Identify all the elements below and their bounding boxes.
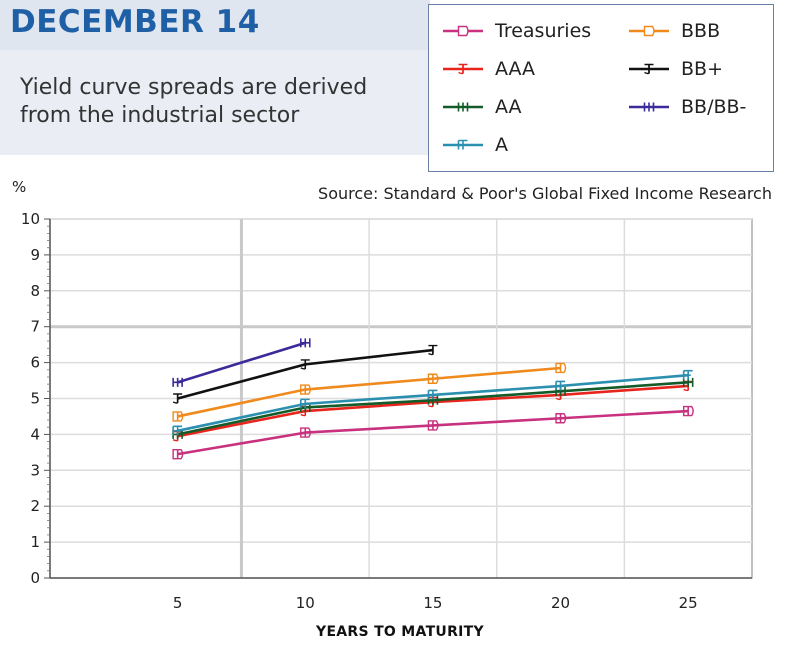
legend-label: AA: [495, 96, 522, 118]
x-tick-label: 20: [551, 594, 570, 612]
y-tick-label: 5: [30, 390, 40, 408]
y-axis-unit: %: [12, 178, 27, 196]
data-point: [172, 448, 184, 460]
data-point: [172, 377, 183, 387]
data-point: [427, 420, 439, 431]
legend-swatch: [629, 63, 669, 75]
x-tick-label: 15: [423, 594, 442, 612]
legend-label: BB+: [681, 58, 723, 80]
series-bbb: [172, 362, 567, 422]
line-chart: 0 1 2 3 4 5 6 7 8 9 10 5 10 15 20 25: [21, 210, 753, 612]
source-note: Source: Standard & Poor's Global Fixed I…: [318, 184, 772, 203]
series-line: [177, 366, 561, 418]
data-point: [299, 338, 311, 348]
legend-swatch: [443, 63, 483, 75]
data-point: [682, 369, 693, 380]
data-point: [300, 359, 310, 370]
x-tick-label: 10: [296, 594, 315, 612]
data-point: [555, 380, 566, 391]
legend-swatch: [629, 25, 669, 37]
series-line: [177, 341, 306, 384]
date-bar: DECEMBER 14: [0, 0, 430, 50]
legend-label: BBB: [681, 20, 721, 42]
y-tick-label: 8: [30, 282, 40, 300]
legend-swatch: [629, 102, 669, 112]
data-point: [427, 373, 439, 384]
data-point: [427, 389, 438, 400]
series-bb-bb: [172, 338, 311, 387]
series-treasuries: [172, 405, 694, 460]
data-point: [555, 413, 567, 424]
legend-swatch: [443, 25, 483, 37]
data-point: [300, 384, 311, 395]
data-point: [682, 405, 694, 417]
series-bb: [172, 344, 438, 404]
y-tick-label: 10: [21, 210, 40, 228]
data-point: [172, 393, 183, 404]
data-point: [300, 427, 311, 438]
legend-item: AA: [441, 95, 522, 119]
y-tick-label: 1: [30, 533, 40, 551]
gridlines: [50, 218, 752, 578]
legend-label: AAA: [495, 58, 536, 80]
legend-item: AAA: [441, 57, 535, 81]
data-point: [299, 398, 310, 409]
x-tick-label: 25: [679, 594, 698, 612]
y-tick-label: 0: [30, 569, 40, 587]
chart-subtitle: Yield curve spreads are derived from the…: [20, 75, 368, 128]
y-tick-label: 9: [30, 246, 40, 264]
data-point: [427, 395, 439, 405]
legend-swatch: [443, 139, 483, 150]
legend-item: BB+: [627, 57, 723, 81]
chart-legend: Treasuries AAA AA A BBB BB+ BB/BB-: [428, 4, 774, 172]
legend-label: BB/BB-: [681, 96, 747, 118]
y-tick-label: 4: [30, 425, 40, 443]
y-tick-label: 6: [30, 354, 40, 372]
legend-item: BBB: [627, 19, 720, 43]
data-point: [428, 344, 438, 356]
y-tick-label: 3: [30, 461, 40, 479]
x-tick-label: 5: [173, 594, 183, 612]
data-point: [172, 411, 184, 422]
series-a: [172, 369, 693, 436]
legend-item: Treasuries: [441, 19, 591, 43]
legend-label: Treasuries: [495, 20, 592, 42]
y-tick-label: 7: [30, 318, 40, 336]
legend-label: A: [495, 134, 508, 156]
data-point: [555, 362, 567, 374]
date-title: DECEMBER 14: [10, 4, 260, 40]
x-axis-title: YEARS TO MATURITY: [316, 624, 484, 640]
y-tick-label: 2: [30, 497, 40, 515]
data-point: [172, 425, 183, 436]
legend-item: BB/BB-: [627, 95, 746, 119]
legend-swatch: [443, 102, 483, 112]
legend-item: A: [441, 133, 508, 157]
